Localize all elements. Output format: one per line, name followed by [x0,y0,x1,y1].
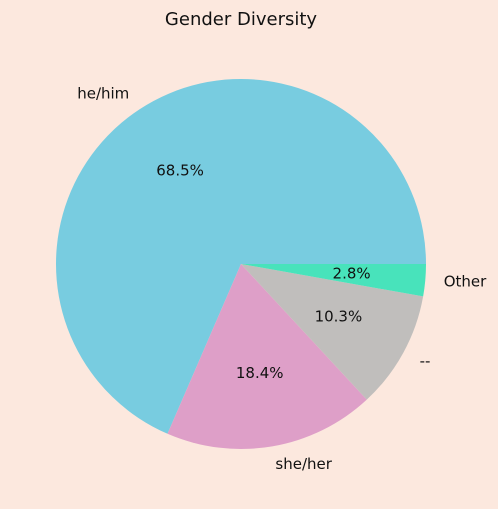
slice-percent-label: 10.3% [315,308,363,326]
pie-slices [55,78,426,449]
slice-category-label: she/her [275,455,332,473]
pie-slice-2 [241,264,424,400]
slice-percent-label: 68.5% [156,162,204,180]
slice-percent-label: 2.8% [333,264,371,282]
pie-slice-3 [241,264,426,297]
pie-slice-0 [55,78,426,434]
pie-labels: he/him 68.5% she/her 18.4% -- 10.3% Other 2.8% [77,84,487,473]
slice-category-label: Other [444,272,487,290]
slice-category-label: he/him [77,84,129,102]
slice-percent-label: 18.4% [236,364,284,382]
slice-category-label: -- [420,352,431,370]
chart-title: Gender Diversity [165,9,317,30]
pie-slice-1 [167,264,367,449]
